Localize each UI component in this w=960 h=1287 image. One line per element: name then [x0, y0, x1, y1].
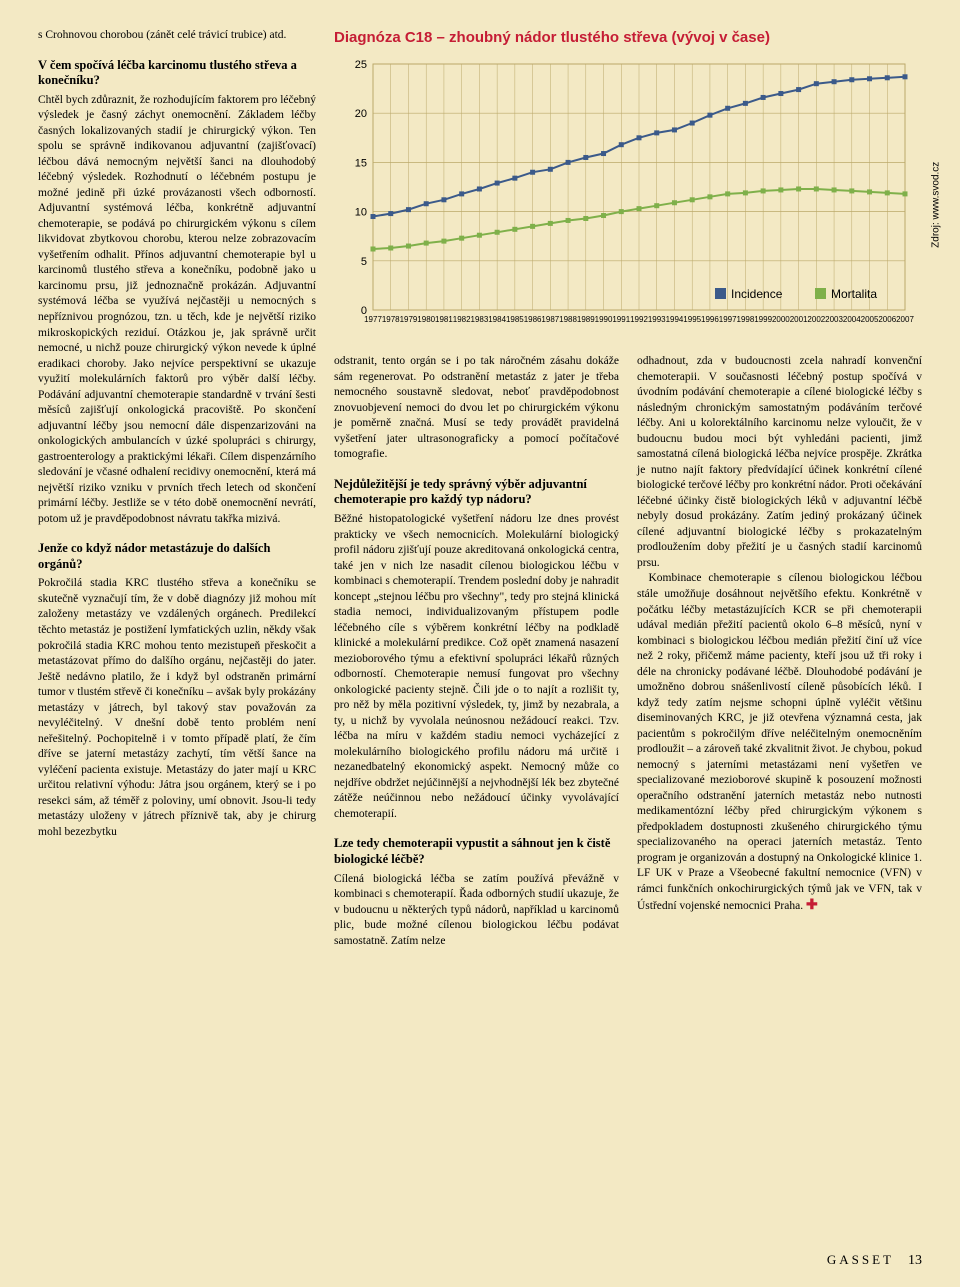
svg-text:2006: 2006 — [878, 315, 896, 324]
chart-title: Diagnóza C18 – zhoubný nádor tlustého st… — [334, 28, 922, 48]
svg-text:1989: 1989 — [577, 315, 595, 324]
chart-container: 0510152025197719781979198019811982198319… — [334, 58, 922, 338]
svg-text:1992: 1992 — [630, 315, 648, 324]
svg-text:1981: 1981 — [435, 315, 453, 324]
chart-block: Diagnóza C18 – zhoubný nádor tlustého st… — [334, 28, 922, 354]
svg-text:1994: 1994 — [666, 315, 684, 324]
para-col3-1: odhadnout, zda v budoucnosti zcela nahra… — [637, 354, 922, 571]
subhead-metastasis: Jenže co když nádor metastázuje do další… — [38, 541, 316, 572]
svg-text:1998: 1998 — [737, 315, 755, 324]
svg-text:2007: 2007 — [896, 315, 914, 324]
svg-text:1979: 1979 — [400, 315, 418, 324]
svg-text:1984: 1984 — [488, 315, 506, 324]
subhead-treatment: V čem spočívá léčba karcinomu tlustého s… — [38, 58, 316, 89]
para-col2-3: Cílená biologická léčba se zatím používá… — [334, 872, 619, 950]
svg-text:1988: 1988 — [559, 315, 577, 324]
page-number: 13 — [908, 1253, 922, 1268]
svg-text:1990: 1990 — [595, 315, 613, 324]
svg-text:2005: 2005 — [861, 315, 879, 324]
svg-text:2003: 2003 — [825, 315, 843, 324]
svg-text:2000: 2000 — [772, 315, 790, 324]
svg-text:Mortalita: Mortalita — [831, 287, 877, 301]
svg-text:10: 10 — [355, 207, 367, 219]
svg-text:1985: 1985 — [506, 315, 524, 324]
column-2: odstranit, tento orgán se i po tak nároč… — [334, 354, 619, 949]
para-col2-1: odstranit, tento orgán se i po tak nároč… — [334, 354, 619, 463]
column-3: odhadnout, zda v budoucnosti zcela nahra… — [637, 354, 922, 949]
svg-text:25: 25 — [355, 59, 367, 71]
svg-text:2004: 2004 — [843, 315, 861, 324]
inner-columns: odstranit, tento orgán se i po tak nároč… — [334, 354, 922, 949]
svg-text:2002: 2002 — [807, 315, 825, 324]
svg-text:1999: 1999 — [754, 315, 772, 324]
svg-text:1995: 1995 — [683, 315, 701, 324]
svg-text:2001: 2001 — [790, 315, 808, 324]
subhead-adjuvant: Nejdůležitější je tedy správný výběr adj… — [334, 477, 619, 508]
svg-text:15: 15 — [355, 158, 367, 170]
svg-text:1978: 1978 — [382, 315, 400, 324]
svg-text:20: 20 — [355, 108, 367, 120]
page-layout: s Crohnovou chorobou (zánět celé trávicí… — [38, 28, 922, 949]
svg-text:1986: 1986 — [524, 315, 542, 324]
para-metastasis: Pokročilá stadia KRC tlustého střeva a k… — [38, 576, 316, 840]
svg-text:5: 5 — [361, 256, 367, 268]
svg-text:1980: 1980 — [417, 315, 435, 324]
columns-2-3: Diagnóza C18 – zhoubný nádor tlustého st… — [334, 28, 922, 949]
svg-text:1977: 1977 — [364, 315, 382, 324]
end-plus-icon: ✚ — [806, 898, 818, 913]
para-treatment: Chtěl bych zdůraznit, že rozhodujícím fa… — [38, 93, 316, 527]
svg-text:1996: 1996 — [701, 315, 719, 324]
para-col2-2: Běžné histopatologické vyšetření nádoru … — [334, 512, 619, 822]
para-col3-2: Kombinace chemoterapie s cílenou biologi… — [637, 571, 922, 916]
subhead-biologic: Lze tedy chemoterapii vypustit a sáhnout… — [334, 836, 619, 867]
chart-source: Zdroj: www.svod.cz — [929, 162, 943, 248]
svg-text:1997: 1997 — [719, 315, 737, 324]
column-1: s Crohnovou chorobou (zánět celé trávicí… — [38, 28, 316, 949]
magazine-name: GASSET — [827, 1252, 894, 1267]
svg-text:1987: 1987 — [541, 315, 559, 324]
svg-text:1993: 1993 — [648, 315, 666, 324]
svg-text:1991: 1991 — [612, 315, 630, 324]
svg-text:1982: 1982 — [453, 315, 471, 324]
intro-continuation: s Crohnovou chorobou (zánět celé trávicí… — [38, 28, 316, 44]
page-footer: GASSET 13 — [827, 1251, 922, 1271]
svg-text:Incidence: Incidence — [731, 287, 783, 301]
chart-svg: 0510152025197719781979198019811982198319… — [334, 58, 922, 338]
svg-text:1983: 1983 — [471, 315, 489, 324]
